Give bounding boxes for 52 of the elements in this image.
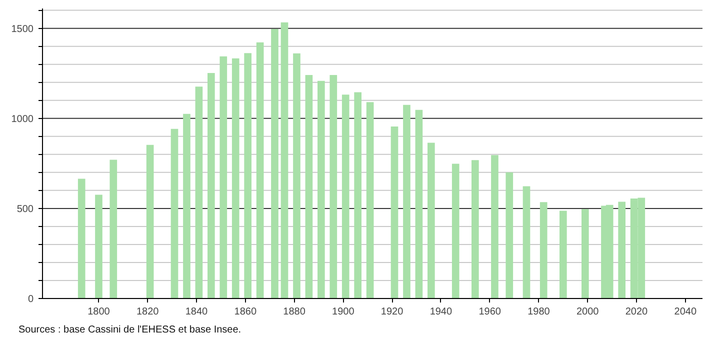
bar: [293, 53, 300, 298]
x-tick-label: 1820: [136, 306, 160, 318]
bar: [472, 160, 479, 298]
x-tick-label: 1920: [380, 306, 404, 318]
bar: [256, 42, 264, 298]
bar: [452, 164, 460, 298]
bar: [540, 202, 548, 298]
bar: [428, 142, 435, 298]
bar: [618, 202, 626, 298]
bar: [208, 72, 215, 298]
bar: [195, 86, 203, 298]
y-tick-label: 1000: [11, 114, 34, 125]
x-tick-label: 2020: [625, 306, 648, 318]
bar: [271, 29, 278, 298]
bar: [183, 114, 190, 298]
x-tick-label: 2040: [674, 306, 697, 318]
x-tick-label: 1860: [234, 306, 257, 318]
x-tick-label: 1880: [283, 306, 306, 318]
x-tick-label: 1960: [478, 306, 502, 318]
bar: [354, 92, 362, 298]
bar: [330, 74, 338, 298]
source-note: Sources : base Cassini de l'EHESS et base Insee.: [18, 324, 242, 336]
bar: [415, 110, 423, 298]
y-tick-label: 500: [16, 204, 34, 215]
bar: [146, 144, 154, 298]
x-tick-label: 1800: [88, 306, 110, 318]
bar: [110, 160, 118, 298]
bar: [232, 58, 240, 298]
bar: [305, 74, 313, 298]
bar: [491, 155, 498, 298]
bar: [403, 104, 410, 298]
x-tick-label: 1840: [185, 306, 208, 318]
x-tick-label: 1980: [528, 306, 550, 318]
x-tick-label: 2000: [576, 306, 600, 318]
bar: [318, 80, 325, 298]
bar: [522, 186, 530, 298]
bar: [506, 172, 514, 298]
bar: [78, 178, 86, 298]
bar: [342, 94, 350, 298]
y-tick-label: 0: [28, 294, 34, 305]
y-tick-label: 1500: [11, 24, 34, 35]
bar: [95, 194, 102, 298]
bar: [220, 56, 228, 298]
bar: [244, 53, 252, 298]
x-tick-label: 1940: [430, 306, 453, 318]
bar: [582, 209, 589, 298]
bar: [366, 102, 374, 298]
bar: [170, 128, 178, 298]
bar: [560, 210, 567, 298]
x-tick-label: 1900: [332, 306, 355, 318]
bar: [390, 126, 398, 298]
bar: [280, 22, 288, 298]
